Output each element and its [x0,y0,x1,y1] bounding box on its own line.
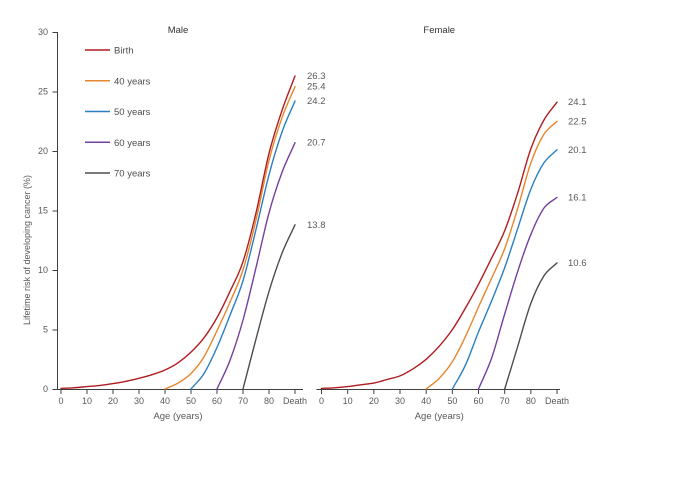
x-tick-label: 0 [58,396,63,406]
x-tick-label: 80 [526,396,536,406]
legend-label: 70 years [114,169,151,180]
x-tick-label: 70 [238,396,248,406]
legend-item-60-years: 60 years [85,138,151,149]
x-tick-label: 80 [264,396,274,406]
x-tick-label: 10 [343,396,353,406]
x-tick-label: 40 [421,396,431,406]
curve-birth [320,101,558,390]
end-label: 20.1 [568,145,587,156]
y-tick-label: 0 [43,384,48,394]
legend: Birth 40 years 50 years 60 years 70 years [85,46,151,180]
panel-title-female: Female [423,25,455,36]
end-label: 26.3 [307,71,326,82]
curve-60-years [216,142,296,390]
end-label: 24.2 [307,96,326,107]
y-axis-title: Lifetime risk of developing cancer (%) [22,175,32,325]
female-panel: Female 0 10 20 30 40 50 60 70 80 Death Age (years) 2… [316,25,587,422]
x-tick-label: 70 [500,396,510,406]
legend-label: Birth [114,46,134,57]
x-tick-label: Death [283,396,307,406]
panel-title-male: Male [168,25,189,36]
y-tick-label: 20 [38,146,48,156]
curve-50-years [451,149,558,390]
legend-label: 50 years [114,107,151,118]
end-label: 13.8 [307,220,326,231]
legend-label: 60 years [114,138,151,149]
y-tick-label: 25 [38,87,48,97]
legend-item-70-years: 70 years [85,169,151,180]
legend-item-50-years: 50 years [85,107,151,118]
male-panel: Male 0 5 10 15 20 25 30 Lifetime risk of develop… [22,25,326,422]
x-tick-label: 50 [186,396,196,406]
x-tick-label: 20 [108,396,118,406]
curve-70-years [504,262,558,390]
end-label: 25.4 [307,82,326,93]
curve-40-years [164,86,296,390]
x-tick-label: 20 [369,396,379,406]
x-tick-label: 0 [319,396,324,406]
end-label: 24.1 [568,97,587,108]
x-tick-label: 60 [212,396,222,406]
curve-60-years [477,196,558,390]
end-label: 22.5 [568,116,587,127]
legend-label: 40 years [114,76,151,87]
y-tick-label: 15 [38,206,48,216]
x-axis-title: Age (years) [153,411,202,422]
y-tick-label: 30 [38,27,48,37]
curve-70-years [242,224,296,390]
curve-40-years [425,120,558,390]
curve-50-years [190,100,296,390]
end-label: 10.6 [568,258,587,269]
y-tick-label: 10 [38,265,48,275]
curve-birth [60,75,296,390]
x-tick-label: 50 [447,396,457,406]
x-axis-title: Age (years) [415,411,464,422]
x-tick-label: 30 [134,396,144,406]
end-label: 16.1 [568,192,587,203]
legend-item-birth: Birth [85,46,134,57]
y-tick-label: 5 [43,325,48,335]
x-tick-label: 30 [395,396,405,406]
x-tick-label: Death [545,396,569,406]
x-tick-label: 10 [82,396,92,406]
legend-item-40-years: 40 years [85,76,151,87]
x-tick-label: 40 [160,396,170,406]
end-label: 20.7 [307,138,326,149]
x-tick-label: 60 [474,396,484,406]
